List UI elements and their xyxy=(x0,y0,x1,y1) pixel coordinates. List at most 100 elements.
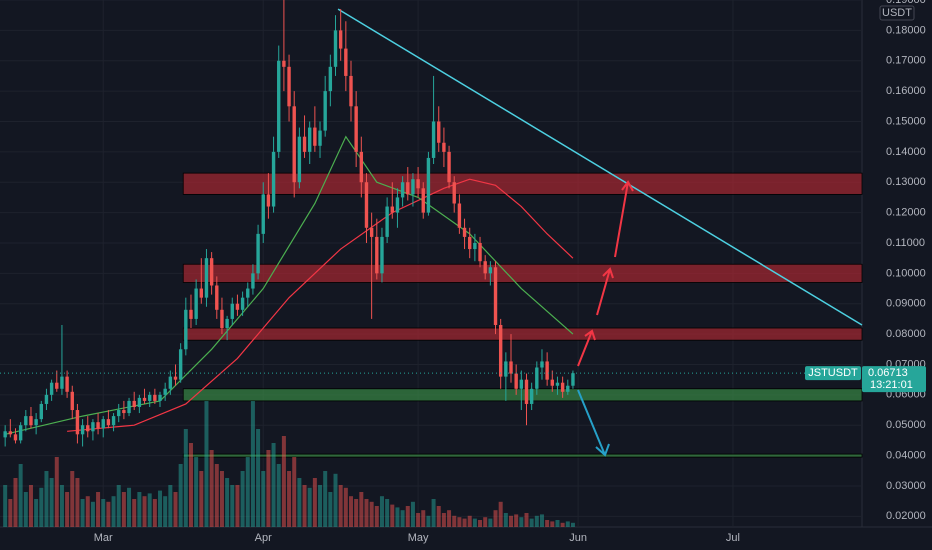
candle-body xyxy=(493,267,498,325)
candle-body xyxy=(209,258,214,286)
volume-bar xyxy=(256,429,261,527)
candle-body xyxy=(137,397,142,407)
candle-body xyxy=(297,136,302,183)
volume-bar xyxy=(65,492,70,527)
candle-body xyxy=(80,425,85,435)
candle-body xyxy=(514,373,518,389)
candle-body xyxy=(359,151,364,183)
volume-bar xyxy=(292,457,297,527)
candle-body xyxy=(338,30,343,49)
volume-bar xyxy=(158,490,163,527)
volume-bar xyxy=(80,499,85,527)
volume-bar xyxy=(493,510,498,527)
candle-body xyxy=(313,127,317,146)
candle-body xyxy=(344,48,348,76)
volume-bar xyxy=(106,501,111,527)
candle-body xyxy=(153,394,157,401)
candle-body xyxy=(266,194,271,207)
y-tick-label: 0.10000 xyxy=(886,267,926,279)
volume-bar xyxy=(281,436,286,527)
plot xyxy=(0,0,863,527)
volume-bar xyxy=(395,507,400,527)
y-tick-label: 0.15000 xyxy=(886,115,926,127)
candle-body xyxy=(8,431,13,435)
candle-body xyxy=(385,206,389,237)
volume-bar xyxy=(163,496,168,527)
candle-body xyxy=(437,121,441,143)
candle-body xyxy=(426,157,431,213)
volume-bar xyxy=(90,501,95,527)
volume-bar xyxy=(168,485,173,527)
volume-bar xyxy=(509,515,514,527)
volume-bar xyxy=(328,492,333,527)
volume-bar xyxy=(230,485,235,527)
candle-body xyxy=(369,227,374,237)
candle-body xyxy=(519,379,524,389)
volume-bar xyxy=(261,471,266,527)
candle-body xyxy=(488,267,493,274)
candle-body xyxy=(323,91,327,131)
volume-bar xyxy=(137,492,142,527)
volume-bar xyxy=(318,485,323,527)
volume-bar xyxy=(488,518,493,527)
candle-body xyxy=(225,318,229,329)
volume-bar xyxy=(312,478,317,527)
candle-body xyxy=(282,60,286,67)
candle-body xyxy=(65,376,69,392)
volume-bar xyxy=(333,473,338,527)
candle-body xyxy=(292,106,296,183)
volume-bar xyxy=(472,518,477,527)
volume-bar xyxy=(121,492,126,527)
candle-body xyxy=(127,400,131,414)
volume-bar xyxy=(101,499,106,527)
candle-body xyxy=(194,288,198,319)
volume-bar xyxy=(369,501,374,527)
volume-bar xyxy=(323,471,328,527)
volume-bar xyxy=(245,457,250,527)
candle-body xyxy=(189,309,193,319)
x-tick-label: Jun xyxy=(569,532,587,544)
volume-bar xyxy=(410,501,415,527)
candle-body xyxy=(49,382,54,395)
volume-bar xyxy=(70,471,75,527)
volume-bar xyxy=(524,513,529,527)
arrow-up xyxy=(614,180,634,258)
volume-bar xyxy=(447,510,452,527)
volume-bar xyxy=(514,514,519,527)
currency-box xyxy=(879,5,915,21)
candle-body xyxy=(504,361,508,377)
candle-body xyxy=(163,388,167,395)
zone xyxy=(182,263,863,283)
volume-bar xyxy=(478,520,483,527)
volume-bar xyxy=(111,496,116,527)
volume-bar xyxy=(400,510,405,527)
candle-body xyxy=(400,182,405,198)
candle-body xyxy=(550,379,554,386)
candle-body xyxy=(215,285,219,310)
candle-body xyxy=(60,376,64,389)
volume-bar xyxy=(214,464,219,527)
candle-body xyxy=(96,422,100,429)
candle-body xyxy=(416,179,420,189)
zone xyxy=(182,327,863,341)
x-tick-label: Mar xyxy=(94,532,113,544)
candle-body xyxy=(473,242,477,250)
volume-bar xyxy=(457,517,462,527)
candle-body xyxy=(168,376,173,389)
volume-bar xyxy=(225,478,230,527)
volume-bar xyxy=(276,464,281,527)
candle-body xyxy=(24,416,28,426)
candle-body xyxy=(545,361,549,380)
volume-bar xyxy=(374,506,379,527)
currency: USDT xyxy=(882,7,912,19)
x-tick-label: Apr xyxy=(255,532,272,544)
candle-body xyxy=(380,236,384,274)
volume-bar xyxy=(565,521,570,527)
candle-body xyxy=(328,66,333,92)
candle-body xyxy=(251,273,255,289)
volume-bar xyxy=(266,450,271,527)
candle-body xyxy=(34,419,38,426)
y-tick-label: 0.19000 xyxy=(886,0,926,6)
